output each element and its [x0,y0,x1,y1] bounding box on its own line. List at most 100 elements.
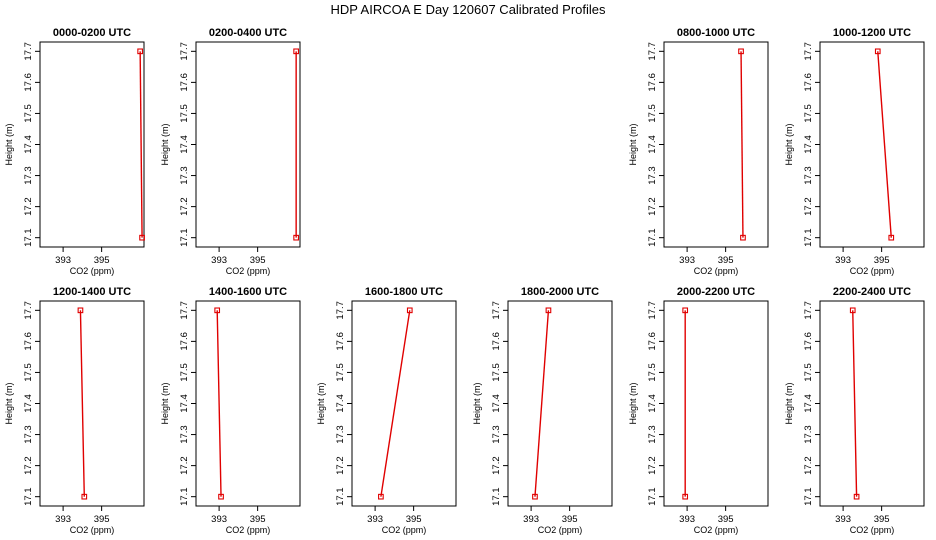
y-tick-label: 17.3 [803,425,814,444]
y-tick-label: 17.3 [23,166,34,185]
y-tick-label: 17.5 [179,363,190,382]
x-tick-label: 393 [835,514,851,525]
y-tick-label: 17.7 [803,301,814,320]
x-tick-label: 393 [679,514,695,525]
y-tick-label: 17.7 [335,301,346,320]
y-tick-label: 17.7 [23,42,34,61]
y-tick-label: 17.3 [179,166,190,185]
plot-frame [819,300,925,507]
y-tick-label: 17.2 [23,456,34,475]
profile-point [378,493,384,500]
profile-point [77,307,84,314]
y-axis-label: Height (m) [784,382,794,424]
plot-frame [819,41,925,248]
x-axis-label: CO2 (ppm) [382,525,427,535]
y-tick-label: 17.1 [491,487,502,506]
y-axis-label: Height (m) [472,382,482,424]
x-tick-label: 395 [874,514,890,525]
y-tick-label: 17.5 [491,363,502,382]
profile-point [545,307,552,314]
profile-point [682,493,689,500]
y-axis-label: Height (m) [628,123,638,165]
x-tick-label: 393 [211,514,227,525]
profile-line [216,310,222,497]
x-tick-label: 395 [94,514,110,525]
plot-frame [663,41,769,248]
x-axis-label: CO2 (ppm) [850,266,895,276]
y-tick-label: 17.6 [647,332,658,351]
x-tick-label: 393 [835,255,851,266]
y-tick-label: 17.7 [179,301,190,320]
y-tick-label: 17.4 [803,394,814,413]
profile-line [79,310,85,497]
panel-title: 0200-0400 UTC [209,27,287,39]
x-axis-label: CO2 (ppm) [538,525,583,535]
profile-point [740,234,746,241]
y-tick-label: 17.4 [23,394,34,413]
y-tick-label: 17.4 [647,135,658,154]
panel-title: 0800-1000 UTC [677,27,755,39]
y-tick-label: 17.4 [179,135,190,154]
x-axis-label: CO2 (ppm) [226,266,271,276]
y-tick-label: 17.2 [803,456,814,475]
profile-point [532,493,538,500]
y-axis-label: Height (m) [160,382,170,424]
profile-line [534,310,550,497]
x-tick-label: 395 [874,255,890,266]
plot-frame [39,300,145,507]
y-tick-label: 17.2 [491,456,502,475]
y-tick-label: 17.7 [647,42,658,61]
x-axis-label: CO2 (ppm) [694,266,739,276]
x-axis-label: CO2 (ppm) [850,525,895,535]
x-axis-label: CO2 (ppm) [226,525,271,535]
panel-title: 1600-1800 UTC [365,286,443,298]
x-tick-label: 395 [406,514,422,525]
plot-frame [663,300,769,507]
y-tick-label: 17.3 [647,166,658,185]
y-tick-label: 17.2 [647,456,658,475]
profile-line [877,51,892,238]
x-tick-label: 393 [679,255,695,266]
y-tick-label: 17.1 [23,487,34,506]
y-tick-label: 17.3 [335,425,346,444]
y-tick-label: 17.1 [335,487,346,506]
y-tick-label: 17.2 [179,456,190,475]
y-tick-label: 17.2 [335,456,346,475]
y-tick-label: 17.7 [803,42,814,61]
plot-frame [351,300,457,507]
x-tick-label: 395 [250,514,266,525]
figure-title: HDP AIRCOA E Day 120607 Calibrated Profi… [330,2,606,17]
y-tick-label: 17.7 [179,42,190,61]
y-tick-label: 17.4 [23,135,34,154]
y-axis-label: Height (m) [160,123,170,165]
x-axis-label: CO2 (ppm) [70,266,115,276]
y-tick-label: 17.5 [647,104,658,123]
y-tick-label: 17.7 [23,301,34,320]
panel-title: 2200-2400 UTC [833,286,911,298]
x-tick-label: 393 [55,255,71,266]
profile-point [738,48,744,55]
profile-point [849,307,856,314]
y-tick-label: 17.5 [23,363,34,382]
profile-point [218,493,224,500]
panel-title: 1800-2000 UTC [521,286,599,298]
y-tick-label: 17.6 [23,332,34,351]
y-tick-label: 17.1 [179,487,190,506]
y-tick-label: 17.5 [647,363,658,382]
x-tick-label: 395 [250,255,266,266]
y-axis-label: Height (m) [4,123,14,165]
y-tick-label: 17.6 [23,73,34,92]
x-tick-label: 393 [367,514,383,525]
x-tick-label: 393 [55,514,71,525]
y-tick-label: 17.6 [647,73,658,92]
profile-point [293,234,299,241]
y-tick-label: 17.7 [491,301,502,320]
y-axis-label: Height (m) [4,382,14,424]
